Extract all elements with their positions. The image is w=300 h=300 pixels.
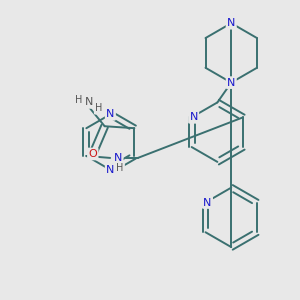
Text: H: H xyxy=(116,163,124,173)
Text: N: N xyxy=(227,18,236,28)
Text: N: N xyxy=(85,98,93,107)
Text: N: N xyxy=(106,109,115,119)
Text: N: N xyxy=(203,197,212,208)
Text: H: H xyxy=(75,95,82,106)
Text: O: O xyxy=(88,149,97,159)
Text: N: N xyxy=(227,78,236,88)
Text: H: H xyxy=(95,103,102,113)
Text: N: N xyxy=(114,153,122,163)
Text: N: N xyxy=(106,165,115,175)
Text: N: N xyxy=(189,112,198,122)
